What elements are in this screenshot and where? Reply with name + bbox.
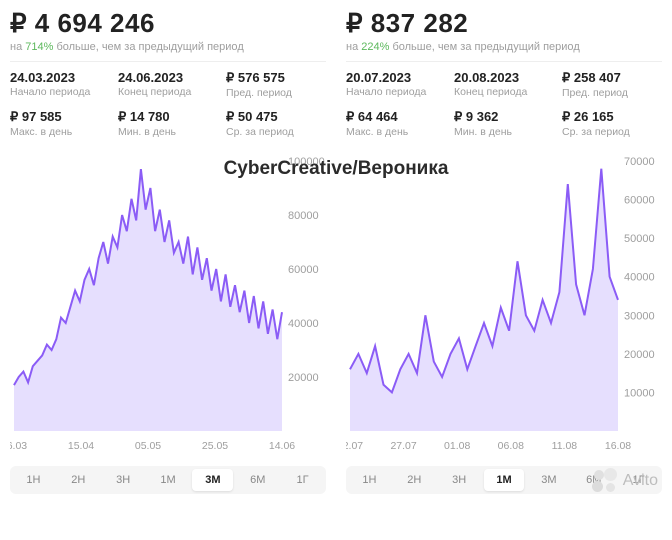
stats-grid: 20.07.2023Начало периода20.08.2023Конец …	[346, 70, 662, 144]
stats-grid: 24.03.2023Начало периода24.06.2023Конец …	[10, 70, 326, 144]
stat-label: Пред. период	[226, 87, 326, 99]
comparison-text: на 714% больше, чем за предыдущий период	[10, 41, 326, 53]
x-tick-label: 11.08	[552, 440, 578, 452]
stat-cell: ₽ 9 362Мин. в день	[454, 109, 554, 144]
y-tick-label: 50000	[624, 233, 655, 245]
period-selector: 1Н2Н3Н1М3М6М1Г	[10, 466, 326, 494]
y-tick-label: 10000	[624, 387, 655, 399]
stat-label: Ср. за период	[226, 126, 326, 138]
pct-value: 224%	[361, 41, 389, 53]
stat-value: ₽ 9 362	[454, 109, 554, 125]
x-tick-label: 15.04	[68, 440, 94, 452]
avito-dot	[606, 483, 615, 492]
stat-cell: 24.03.2023Начало периода	[10, 70, 110, 105]
y-tick-label: 30000	[624, 310, 655, 322]
stat-value: ₽ 97 585	[10, 109, 110, 125]
avito-text: Avito	[623, 472, 658, 490]
panels-container: ₽ 4 694 246 на 714% больше, чем за предыд…	[0, 0, 672, 540]
watermark-text: CyberCreative/Вероника	[224, 158, 449, 180]
stat-label: Конец периода	[454, 86, 554, 98]
stat-value: 24.06.2023	[118, 70, 218, 85]
x-tick-label: 05.05	[135, 440, 161, 452]
x-tick-label: 22.07	[346, 440, 363, 452]
avito-dot	[594, 470, 604, 480]
stat-label: Конец периода	[118, 86, 218, 98]
period-button[interactable]: 2Н	[58, 469, 99, 491]
stat-label: Мин. в день	[454, 126, 554, 138]
period-button[interactable]: 1М	[148, 469, 189, 491]
avito-dot	[604, 468, 617, 481]
x-tick-label: 06.08	[498, 440, 524, 452]
y-tick-label: 70000	[624, 156, 655, 168]
x-tick-label: 14.06	[269, 440, 295, 452]
avito-logo: Avito	[592, 468, 658, 494]
period-button[interactable]: 3Н	[439, 469, 480, 491]
stat-value: ₽ 64 464	[346, 109, 446, 125]
analytics-panel: ₽ 4 694 246 на 714% больше, чем за предыд…	[0, 0, 336, 540]
x-tick-label: 16.08	[605, 440, 631, 452]
y-tick-label: 40000	[288, 318, 319, 330]
comparison-text: на 224% больше, чем за предыдущий период	[346, 41, 662, 53]
stat-cell: ₽ 258 407Пред. период	[562, 70, 662, 105]
stat-value: ₽ 26 165	[562, 109, 662, 125]
stat-label: Пред. период	[562, 87, 662, 99]
stat-label: Мин. в день	[118, 126, 218, 138]
stat-label: Начало периода	[10, 86, 110, 98]
period-button[interactable]: 1Г	[282, 469, 323, 491]
total-amount: ₽ 4 694 246	[10, 8, 326, 39]
period-button[interactable]: 3Н	[103, 469, 144, 491]
avito-dot	[592, 481, 603, 492]
period-button[interactable]: 1М	[484, 469, 525, 491]
stat-cell: ₽ 97 585Макс. в день	[10, 109, 110, 144]
x-tick-label: 01.08	[444, 440, 470, 452]
stat-cell: 24.06.2023Конец периода	[118, 70, 218, 105]
stat-cell: 20.08.2023Конец периода	[454, 70, 554, 105]
pct-value: 714%	[25, 41, 53, 53]
stat-label: Макс. в день	[346, 126, 446, 138]
stat-value: 20.07.2023	[346, 70, 446, 85]
stat-label: Начало периода	[346, 86, 446, 98]
stat-value: ₽ 576 575	[226, 70, 326, 86]
stat-cell: ₽ 14 780Мин. в день	[118, 109, 218, 144]
avito-dots	[592, 468, 618, 494]
period-button[interactable]: 3М	[192, 469, 233, 491]
x-tick-label: 26.03	[10, 440, 27, 452]
stat-value: 24.03.2023	[10, 70, 110, 85]
stat-value: ₽ 14 780	[118, 109, 218, 125]
analytics-panel: ₽ 837 282 на 224% больше, чем за предыдущ…	[336, 0, 672, 540]
x-tick-label: 27.07	[390, 440, 416, 452]
chart: 2000040000600008000010000026.0315.0405.0…	[10, 150, 326, 460]
y-tick-label: 20000	[624, 349, 655, 361]
chart-svg: 2000040000600008000010000026.0315.0405.0…	[10, 150, 326, 460]
chart-svg: 10000 20000 30000 40000 50000 60000 70000 22.07…	[346, 150, 662, 460]
stat-cell: ₽ 64 464Макс. в день	[346, 109, 446, 144]
period-button[interactable]: 1Н	[349, 469, 390, 491]
chart: 10000 20000 30000 40000 50000 60000 70000 22.07…	[346, 150, 662, 460]
stat-value: ₽ 258 407	[562, 70, 662, 86]
y-tick-label: 20000	[288, 372, 319, 384]
y-tick-label: 80000	[288, 210, 319, 222]
period-button[interactable]: 6М	[237, 469, 278, 491]
period-button[interactable]: 1Н	[13, 469, 54, 491]
y-tick-label: 60000	[288, 264, 319, 276]
stat-cell: 20.07.2023Начало периода	[346, 70, 446, 105]
period-button[interactable]: 2Н	[394, 469, 435, 491]
y-tick-label: 60000	[624, 195, 655, 207]
period-button[interactable]: 3М	[528, 469, 569, 491]
y-tick-label: 40000	[624, 272, 655, 284]
stat-value: 20.08.2023	[454, 70, 554, 85]
total-amount: ₽ 837 282	[346, 8, 662, 39]
stat-cell: ₽ 26 165Ср. за период	[562, 109, 662, 144]
stat-cell: ₽ 576 575Пред. период	[226, 70, 326, 105]
stat-label: Макс. в день	[10, 126, 110, 138]
x-tick-label: 25.05	[202, 440, 228, 452]
stat-value: ₽ 50 475	[226, 109, 326, 125]
stat-label: Ср. за период	[562, 126, 662, 138]
stat-cell: ₽ 50 475Ср. за период	[226, 109, 326, 144]
